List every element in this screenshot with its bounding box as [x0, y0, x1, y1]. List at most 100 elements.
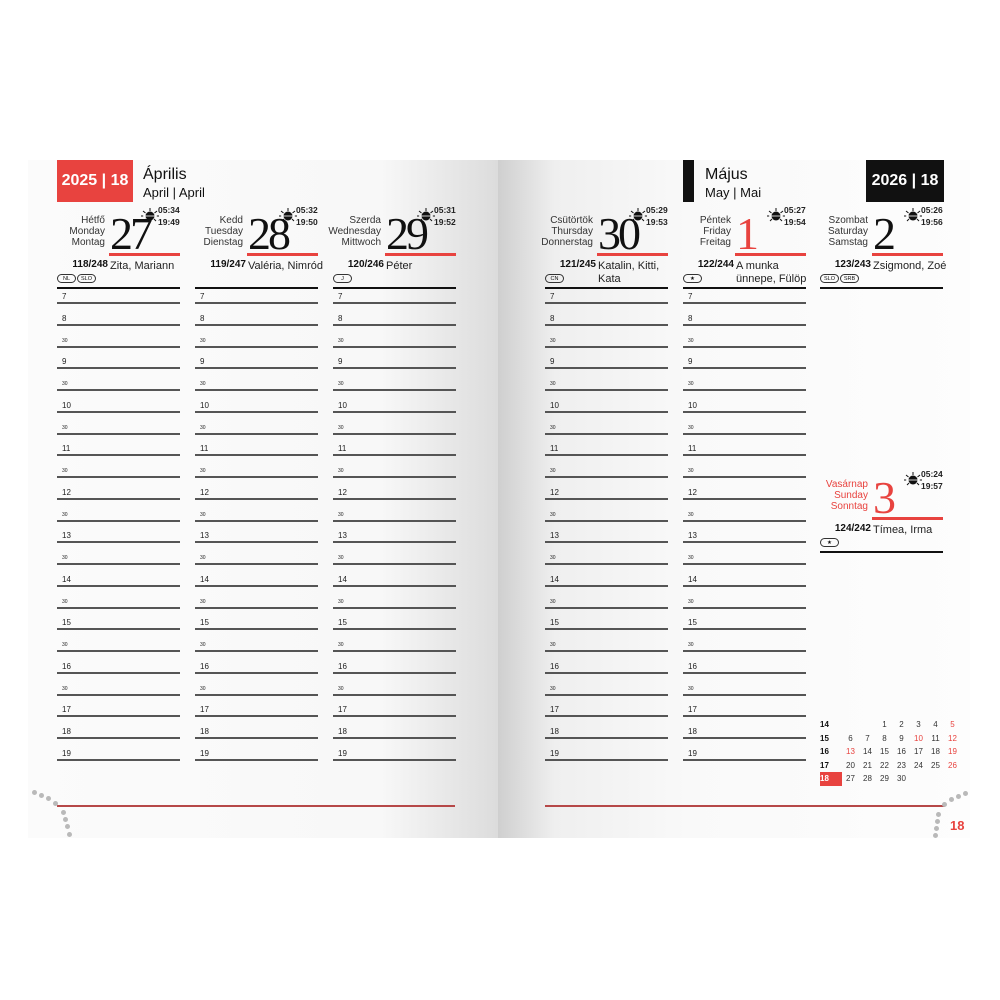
- hour-line[interactable]: [333, 671, 456, 674]
- calendar-day[interactable]: 10: [914, 733, 923, 743]
- hour-line[interactable]: [57, 541, 180, 544]
- hour-line[interactable]: [195, 541, 318, 544]
- calendar-day[interactable]: 21: [863, 760, 872, 770]
- hour-line[interactable]: [545, 345, 668, 348]
- hour-line[interactable]: [683, 302, 806, 304]
- hour-line[interactable]: [683, 584, 806, 587]
- hour-line[interactable]: [333, 323, 456, 326]
- calendar-day[interactable]: 26: [948, 760, 957, 770]
- hour-line[interactable]: [683, 454, 806, 457]
- hour-line[interactable]: [545, 758, 668, 761]
- hour-line[interactable]: [683, 737, 806, 740]
- hour-line[interactable]: [57, 628, 180, 631]
- hour-line[interactable]: [545, 715, 668, 718]
- hour-line[interactable]: [683, 323, 806, 326]
- hour-line[interactable]: [683, 758, 806, 761]
- hour-line[interactable]: [545, 519, 668, 522]
- hour-line[interactable]: [683, 715, 806, 718]
- hour-line[interactable]: [545, 671, 668, 674]
- hour-line[interactable]: [333, 563, 456, 566]
- hour-line[interactable]: [57, 345, 180, 348]
- calendar-day[interactable]: [842, 718, 859, 732]
- hour-line[interactable]: [333, 302, 456, 304]
- hour-line[interactable]: [333, 389, 456, 392]
- hour-line[interactable]: [545, 432, 668, 435]
- calendar-day[interactable]: 27: [846, 774, 855, 784]
- calendar-day[interactable]: 14: [863, 747, 872, 757]
- calendar-day[interactable]: 22: [880, 760, 889, 770]
- hour-line[interactable]: [57, 497, 180, 500]
- hour-line[interactable]: [57, 454, 180, 457]
- calendar-day[interactable]: [927, 772, 944, 786]
- hour-line[interactable]: [195, 758, 318, 761]
- hour-line[interactable]: [683, 389, 806, 392]
- hour-line[interactable]: [545, 323, 668, 326]
- hour-line[interactable]: [57, 476, 180, 479]
- calendar-day[interactable]: 18: [931, 747, 940, 757]
- hour-line[interactable]: [545, 650, 668, 653]
- hour-line[interactable]: [195, 715, 318, 718]
- hour-line[interactable]: [545, 454, 668, 457]
- hour-line[interactable]: [57, 715, 180, 718]
- hour-line[interactable]: [333, 476, 456, 479]
- hour-line[interactable]: [545, 367, 668, 370]
- hour-line[interactable]: [57, 693, 180, 696]
- hour-line[interactable]: [57, 606, 180, 609]
- hour-line[interactable]: [57, 410, 180, 413]
- hour-line[interactable]: [333, 497, 456, 500]
- hour-line[interactable]: [195, 737, 318, 740]
- hour-line[interactable]: [57, 584, 180, 587]
- hour-line[interactable]: [195, 693, 318, 696]
- hour-line[interactable]: [57, 389, 180, 392]
- calendar-day[interactable]: 11: [931, 733, 940, 743]
- hour-line[interactable]: [195, 650, 318, 653]
- hour-line[interactable]: [333, 628, 456, 631]
- hour-line[interactable]: [333, 345, 456, 348]
- hour-line[interactable]: [683, 541, 806, 544]
- hour-line[interactable]: [333, 758, 456, 761]
- calendar-day[interactable]: [859, 718, 876, 732]
- hour-line[interactable]: [333, 519, 456, 522]
- hour-line[interactable]: [683, 410, 806, 413]
- hour-line[interactable]: [545, 410, 668, 413]
- hour-line[interactable]: [333, 410, 456, 413]
- hour-line[interactable]: [545, 476, 668, 479]
- calendar-day[interactable]: [944, 772, 961, 786]
- hour-line[interactable]: [333, 454, 456, 457]
- calendar-day[interactable]: 30: [897, 774, 906, 784]
- calendar-day[interactable]: 12: [948, 733, 957, 743]
- calendar-day[interactable]: 4: [933, 720, 938, 730]
- hour-line[interactable]: [57, 650, 180, 653]
- hour-line[interactable]: [57, 323, 180, 326]
- hour-line[interactable]: [195, 302, 318, 304]
- hour-line[interactable]: [545, 628, 668, 631]
- hour-line[interactable]: [683, 519, 806, 522]
- calendar-day[interactable]: 6: [848, 733, 853, 743]
- hour-line[interactable]: [333, 606, 456, 609]
- hour-line[interactable]: [57, 367, 180, 370]
- calendar-day[interactable]: 24: [914, 760, 923, 770]
- hour-line[interactable]: [683, 628, 806, 631]
- hour-line[interactable]: [333, 367, 456, 370]
- calendar-day[interactable]: 7: [865, 733, 870, 743]
- hour-line[interactable]: [195, 323, 318, 326]
- hour-line[interactable]: [683, 432, 806, 435]
- hour-line[interactable]: [333, 715, 456, 718]
- hour-line[interactable]: [195, 628, 318, 631]
- hour-line[interactable]: [545, 693, 668, 696]
- hour-line[interactable]: [333, 693, 456, 696]
- hour-line[interactable]: [333, 737, 456, 740]
- hour-line[interactable]: [57, 737, 180, 740]
- calendar-day[interactable]: 3: [916, 720, 921, 730]
- hour-line[interactable]: [57, 563, 180, 566]
- hour-line[interactable]: [683, 671, 806, 674]
- hour-line[interactable]: [57, 302, 180, 304]
- hour-line[interactable]: [195, 454, 318, 457]
- hour-line[interactable]: [195, 606, 318, 609]
- hour-line[interactable]: [545, 302, 668, 304]
- hour-line[interactable]: [683, 650, 806, 653]
- hour-line[interactable]: [195, 476, 318, 479]
- hour-line[interactable]: [57, 671, 180, 674]
- hour-line[interactable]: [57, 758, 180, 761]
- hour-line[interactable]: [195, 563, 318, 566]
